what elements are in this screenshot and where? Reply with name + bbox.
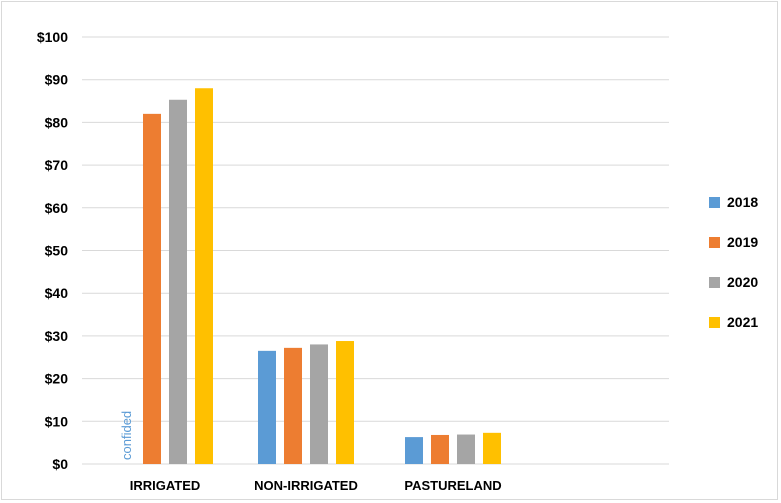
legend-swatch <box>709 277 720 288</box>
legend-label: 2020 <box>727 274 758 290</box>
y-tick-label: $50 <box>45 243 69 259</box>
y-tick-label: $100 <box>37 29 68 45</box>
y-tick-label: $40 <box>45 285 69 301</box>
x-tick-label: NON-IRRIGATED <box>254 478 358 493</box>
legend-label: 2018 <box>727 194 758 210</box>
legend-label: 2021 <box>727 314 758 330</box>
y-tick-label: $10 <box>45 413 69 429</box>
legend-swatch <box>709 197 720 208</box>
bar-2019 <box>284 347 302 464</box>
y-tick-label: $60 <box>45 200 69 216</box>
y-tick-label: $90 <box>45 72 69 88</box>
bar-2018 <box>405 437 423 464</box>
y-tick-label: $20 <box>45 371 69 387</box>
bar-2020 <box>169 99 187 465</box>
bar-2021 <box>483 432 501 464</box>
bar-2020 <box>310 344 328 464</box>
bar-2020 <box>457 434 475 464</box>
y-tick-label: $0 <box>52 456 68 472</box>
bar-2021 <box>195 88 213 465</box>
bar-2018 <box>258 350 276 464</box>
bar-2021 <box>336 341 354 464</box>
y-tick-label: $80 <box>45 114 69 130</box>
legend-label: 2019 <box>727 234 758 250</box>
y-tick-label: $70 <box>45 157 69 173</box>
y-tick-label: $30 <box>45 328 69 344</box>
annotation-label: confided <box>119 411 134 460</box>
bar-2019 <box>143 113 161 465</box>
legend-swatch <box>709 237 720 248</box>
bar-2019 <box>431 434 449 464</box>
x-tick-label: PASTURELAND <box>404 478 501 493</box>
x-tick-label: IRRIGATED <box>130 478 201 493</box>
legend-swatch <box>709 317 720 328</box>
